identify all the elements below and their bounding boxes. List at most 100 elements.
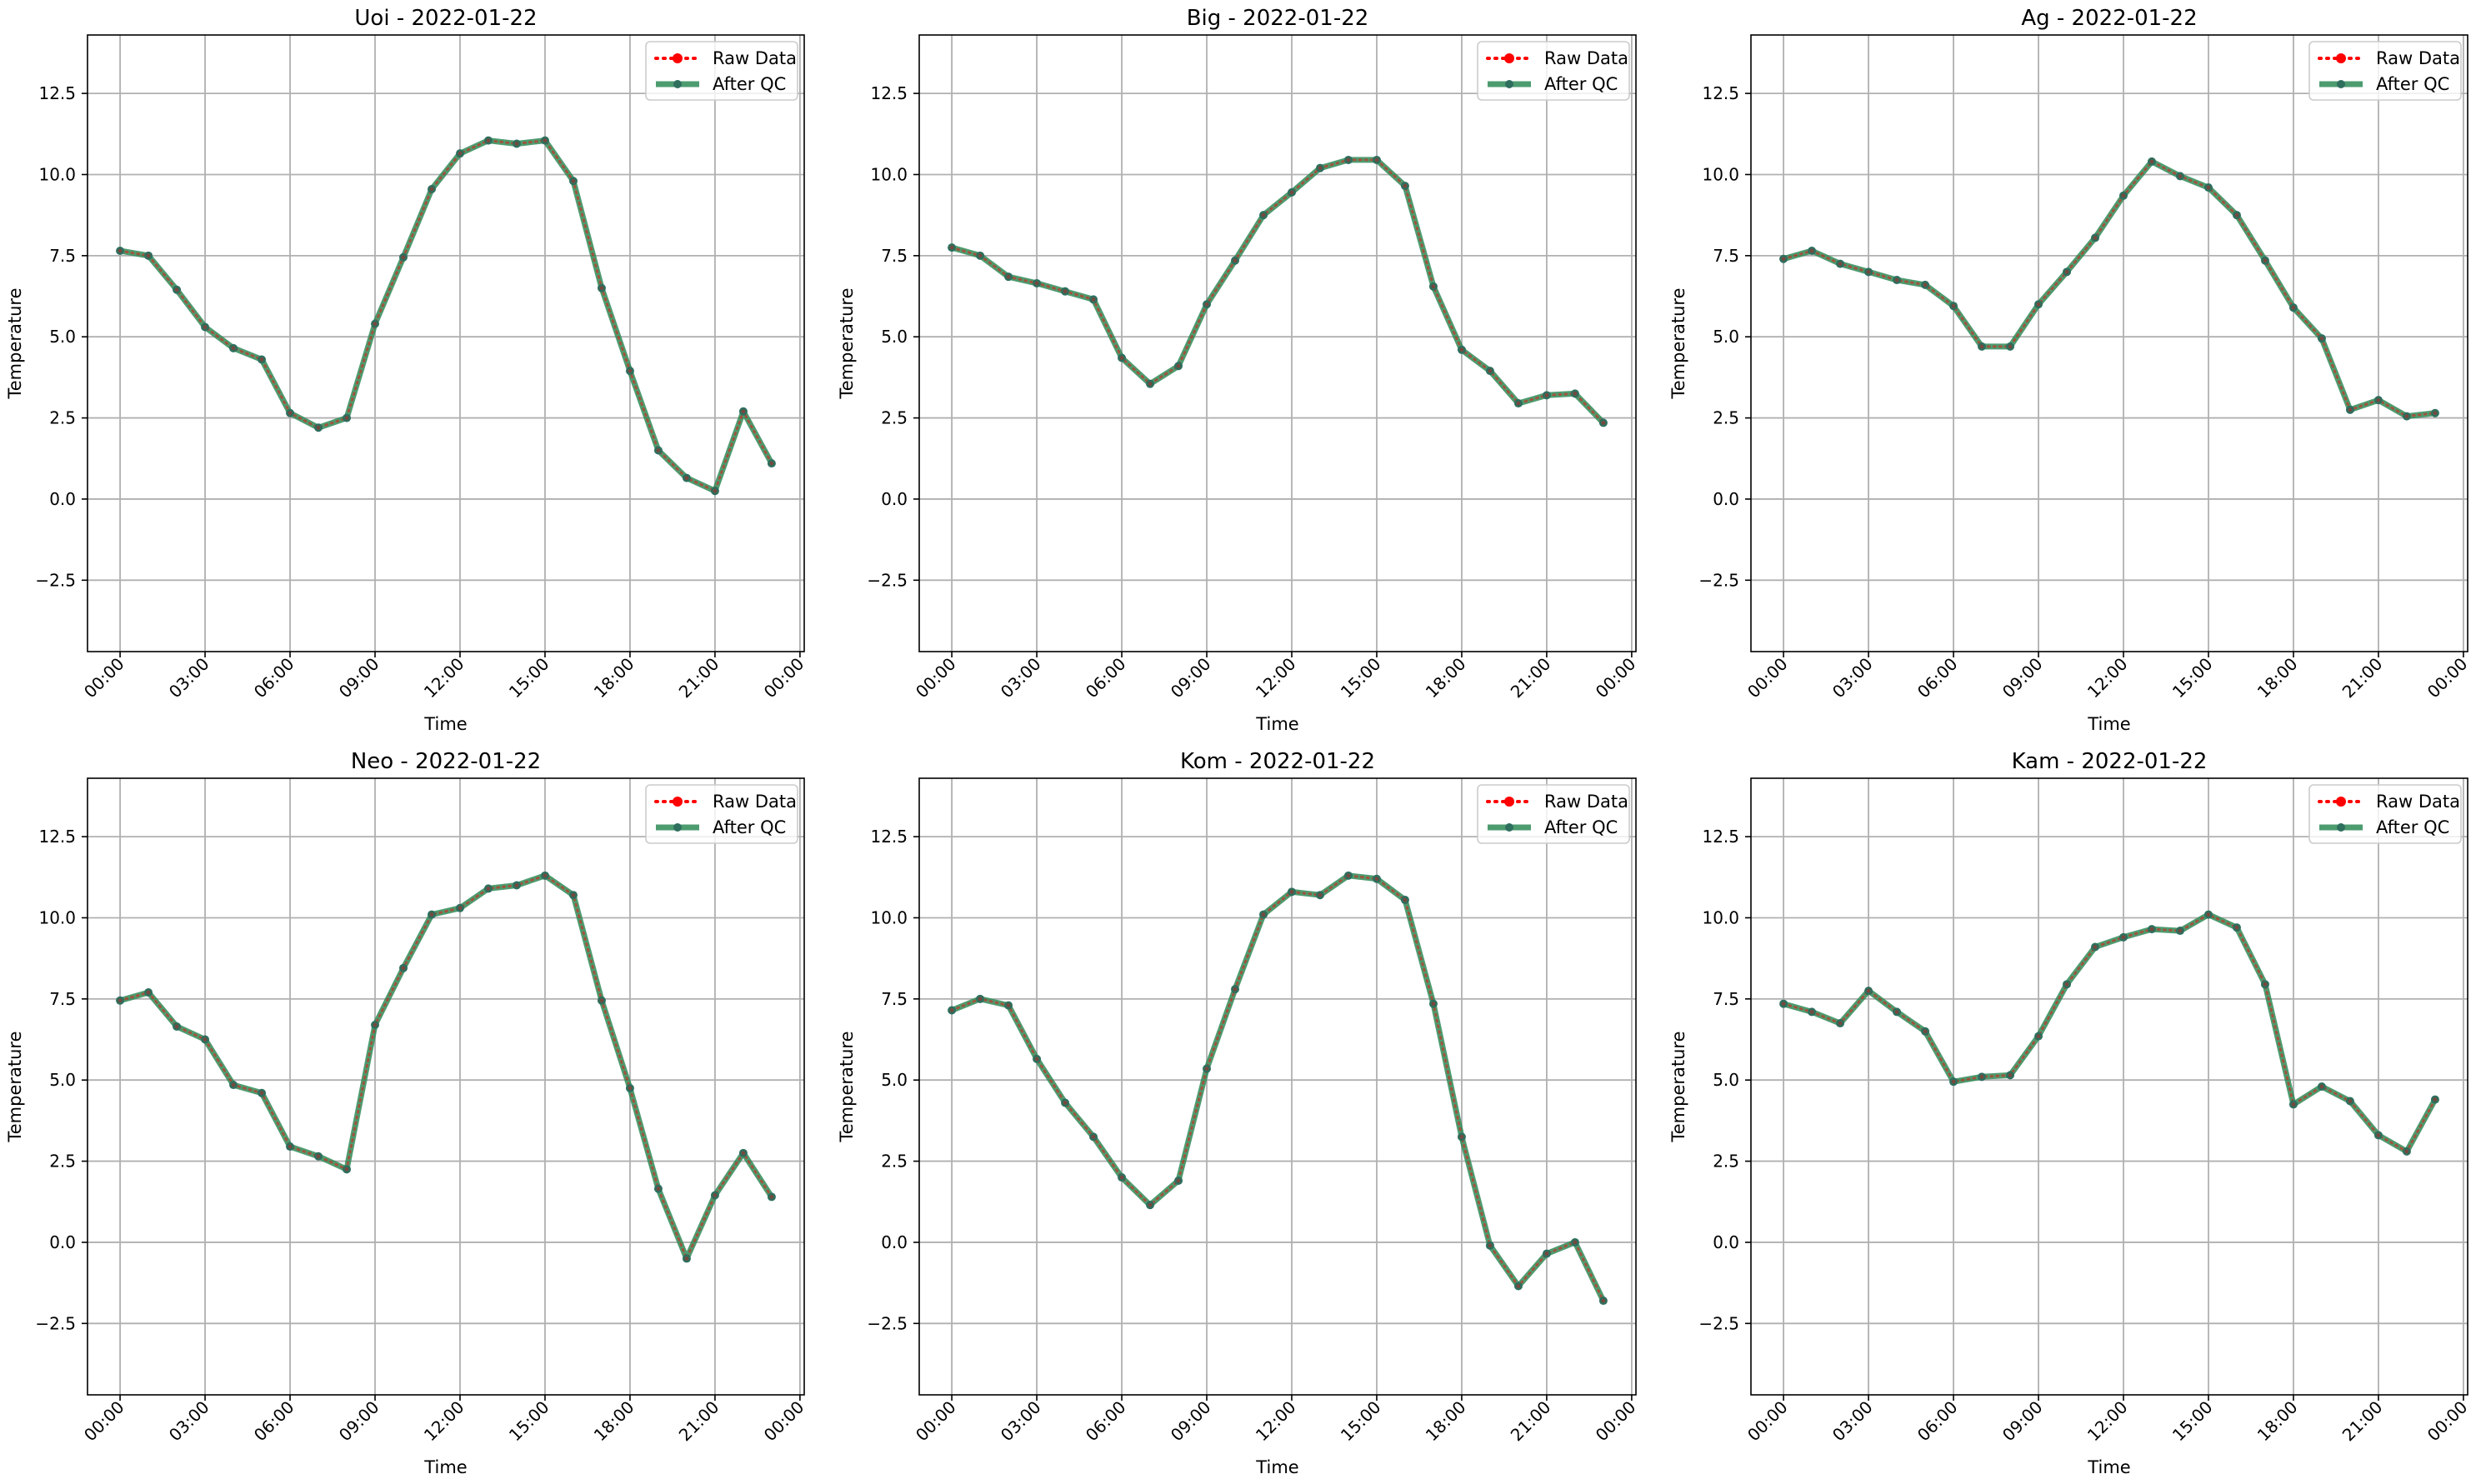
y-tick-label: 7.5 — [1713, 989, 1739, 1009]
raw-data-point — [1488, 368, 1493, 373]
raw-data-point — [486, 887, 491, 891]
after-qc-point — [512, 881, 521, 890]
x-tick-label: 00:00 — [760, 1397, 808, 1446]
raw-data-line — [118, 874, 773, 1262]
raw-data-point — [259, 357, 264, 362]
raw-data-point — [1204, 302, 1209, 307]
raw-data-point — [2376, 397, 2381, 402]
raw-data-point — [2348, 407, 2353, 412]
raw-data-point — [514, 883, 519, 887]
y-tick-label: 5.0 — [49, 327, 76, 347]
legend-raw-marker — [2336, 53, 2346, 63]
after-qc-point — [1259, 211, 1268, 220]
raw-data-point — [713, 1193, 718, 1197]
after-qc-point — [1118, 1173, 1127, 1182]
raw-data-point — [259, 1091, 264, 1096]
chart-title: Ag - 2022-01-22 — [2021, 6, 2197, 31]
legend-qc-label: After QC — [713, 817, 786, 837]
legend-qc-marker — [1505, 80, 1513, 88]
y-tick-label: 7.5 — [1713, 246, 1739, 266]
raw-data-point — [2404, 414, 2409, 419]
x-tick-label: 00:00 — [912, 654, 960, 702]
raw-data-point — [1431, 284, 1436, 289]
x-tick-label: 12:00 — [1252, 1397, 1300, 1446]
x-axis-label: Time — [423, 714, 467, 734]
after-qc-point — [2175, 172, 2184, 181]
chart-title: Kam - 2022-01-22 — [2012, 749, 2208, 774]
raw-data-point — [571, 178, 576, 183]
after-qc-point — [258, 1088, 267, 1097]
y-tick-label: 12.5 — [870, 83, 908, 103]
after-qc-point — [1864, 267, 1873, 277]
raw-data-point — [1866, 269, 1871, 274]
raw-data-point — [2433, 1097, 2438, 1102]
raw-data-point — [458, 906, 463, 911]
legend-raw-marker — [673, 797, 683, 807]
raw-data-point — [1573, 1240, 1578, 1245]
after-qc-point — [2006, 342, 2015, 351]
y-tick-label: 0.0 — [1713, 489, 1739, 509]
after-qc-point — [1231, 256, 1240, 265]
raw-data-point — [1176, 1178, 1181, 1183]
after-qc-point — [767, 459, 776, 468]
raw-data-point — [1923, 1029, 1928, 1034]
raw-data-point — [1979, 344, 1984, 349]
raw-data-point — [1809, 1010, 1814, 1014]
after-qc-point — [455, 903, 464, 912]
after-qc-point — [1949, 302, 1958, 311]
after-qc-point — [1485, 1241, 1494, 1250]
after-qc-point — [2260, 256, 2269, 265]
plot-area — [116, 871, 776, 1263]
after-qc-line — [948, 872, 1607, 1304]
raw-data-line — [950, 158, 1605, 424]
raw-data-point — [1318, 166, 1323, 171]
y-tick-label: 5.0 — [1713, 327, 1739, 347]
x-tick-label: 00:00 — [912, 1397, 960, 1446]
after-qc-line — [1780, 912, 2438, 1155]
raw-data-point — [2121, 193, 2126, 198]
after-qc-point — [1287, 187, 1296, 197]
after-qc-point — [399, 963, 408, 972]
raw-data-point — [1006, 274, 1011, 279]
x-tick-label: 00:00 — [2423, 1397, 2472, 1446]
after-qc-point — [201, 322, 210, 332]
raw-data-point — [713, 488, 718, 493]
after-qc-point — [2317, 334, 2326, 343]
after-qc-point — [173, 1022, 182, 1031]
y-tick-label: 2.5 — [1713, 1152, 1739, 1172]
raw-data-point — [1063, 289, 1068, 294]
raw-data-point — [146, 990, 151, 995]
after-qc-line — [117, 137, 775, 494]
after-qc-point — [144, 251, 153, 260]
after-qc-point — [2034, 1032, 2043, 1041]
x-axis-label: Time — [2087, 1457, 2130, 1477]
y-tick-label: 10.0 — [38, 164, 76, 184]
raw-data-point — [2121, 935, 2126, 940]
raw-data-point — [949, 1008, 954, 1012]
raw-data-point — [1346, 873, 1351, 878]
raw-data-point — [288, 411, 293, 416]
y-tick-label: 12.5 — [38, 827, 76, 847]
after-qc-point — [738, 407, 748, 416]
x-tick-label: 12:00 — [1252, 654, 1300, 702]
x-tick-label: 12:00 — [420, 654, 468, 702]
raw-data-line — [118, 139, 773, 493]
raw-data-point — [344, 416, 349, 420]
after-qc-point — [1203, 300, 1212, 309]
raw-data-point — [1838, 1021, 1843, 1026]
after-qc-point — [1836, 1019, 1845, 1028]
after-qc-point — [1174, 362, 1183, 371]
raw-data-point — [203, 325, 208, 329]
raw-data-point — [2291, 1102, 2296, 1107]
after-qc-point — [2147, 157, 2156, 166]
after-qc-point — [682, 473, 691, 482]
raw-data-point — [1289, 190, 1294, 195]
after-qc-point — [1315, 891, 1324, 900]
after-qc-point — [1836, 259, 1845, 268]
after-qc-point — [343, 1165, 352, 1174]
after-qc-point — [1033, 1054, 1042, 1063]
raw-data-point — [1979, 1074, 1984, 1079]
after-qc-point — [2345, 1097, 2354, 1106]
x-tick-label: 03:00 — [1828, 654, 1877, 702]
